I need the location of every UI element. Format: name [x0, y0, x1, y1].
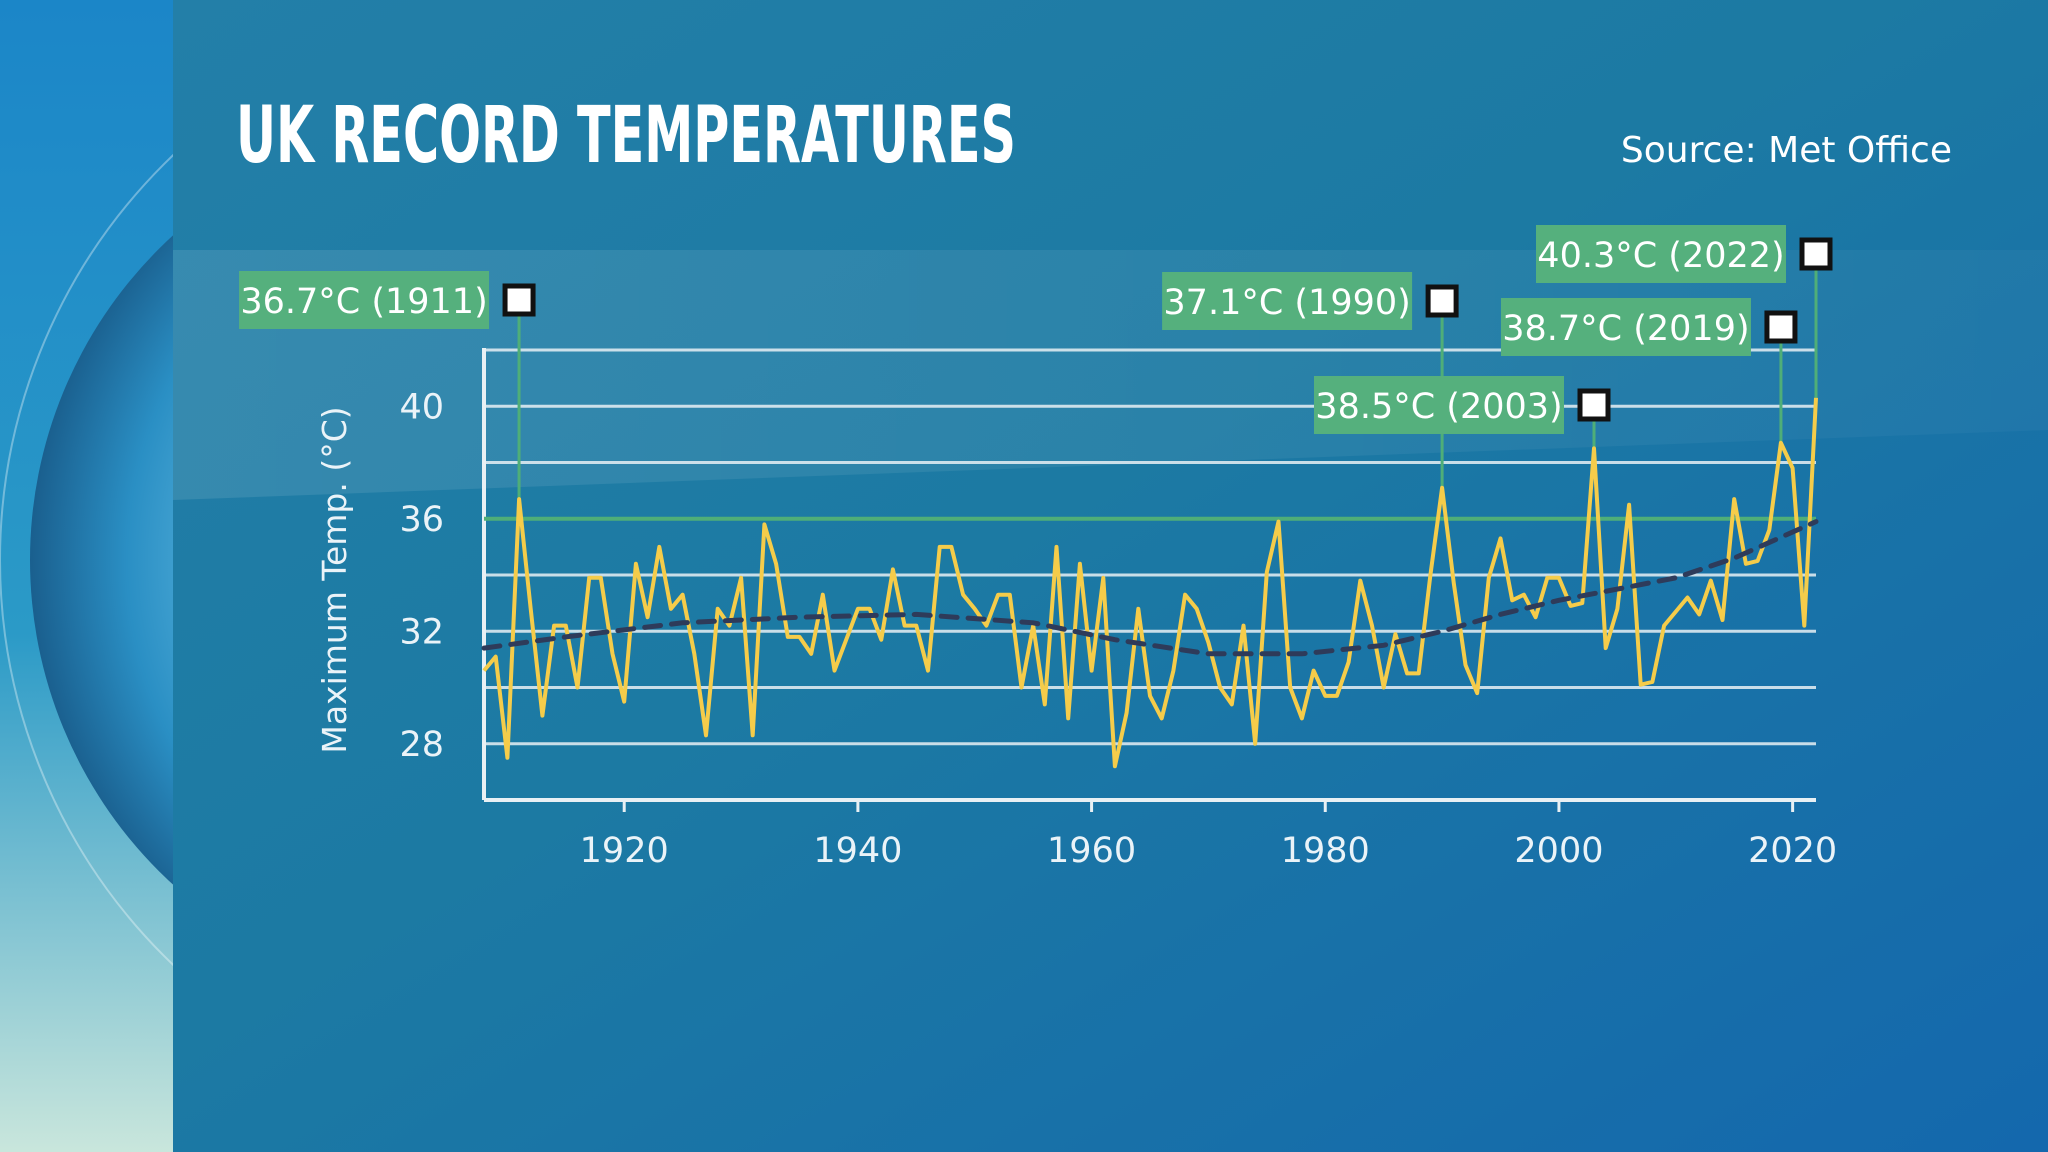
source-label: Source: Met Office [1621, 130, 1952, 171]
temperature-line [482, 397, 1818, 769]
callout-box [1314, 376, 1564, 434]
x-tick-label: 1920 [580, 831, 669, 871]
x-tick-label: 1980 [1281, 831, 1370, 871]
y-tick-label: 40 [399, 387, 444, 427]
callout-marker [1764, 310, 1798, 344]
x-tick-label: 2020 [1748, 831, 1837, 871]
callout-marker [1577, 388, 1611, 422]
y-axis-label: Maximum Temp. (°C) [315, 406, 354, 753]
callout-label: 38.5°C (2003) [1315, 387, 1562, 427]
callout-marker [1799, 237, 1833, 271]
y-tick-label: 28 [399, 725, 444, 765]
y-tick-label: 36 [399, 500, 444, 540]
trend-line [481, 519, 1819, 657]
callout-label: 36.7°C (1911) [240, 282, 487, 322]
x-tick-label: 2000 [1514, 831, 1603, 871]
callout-label: 38.7°C (2019) [1502, 309, 1749, 349]
grid [484, 348, 1816, 746]
callout-stems [517, 254, 1818, 500]
series [481, 397, 1819, 769]
callout-label: 40.3°C (2022) [1537, 236, 1784, 276]
y-tick-label: 32 [399, 612, 444, 652]
callout-box [1536, 225, 1786, 283]
callout-box [1162, 272, 1413, 330]
callout-box [1500, 298, 1751, 356]
x-tick-label: 1940 [813, 831, 902, 871]
axes: 1920 1940 1960 1980 2000 2020 28 32 36 40 [399, 348, 1837, 871]
callouts: 36.7°C (1911) 37.1°C (1990) 38.5°C (2003) 3… [239, 225, 1833, 434]
callout-marker [502, 283, 536, 317]
x-tick-label: 1960 [1047, 831, 1136, 871]
callout-marker [1425, 284, 1459, 318]
callout-label: 37.1°C (1990) [1163, 283, 1410, 323]
page-title: UK RECORD TEMPERATURES [236, 91, 1016, 181]
callout-box [239, 271, 490, 329]
